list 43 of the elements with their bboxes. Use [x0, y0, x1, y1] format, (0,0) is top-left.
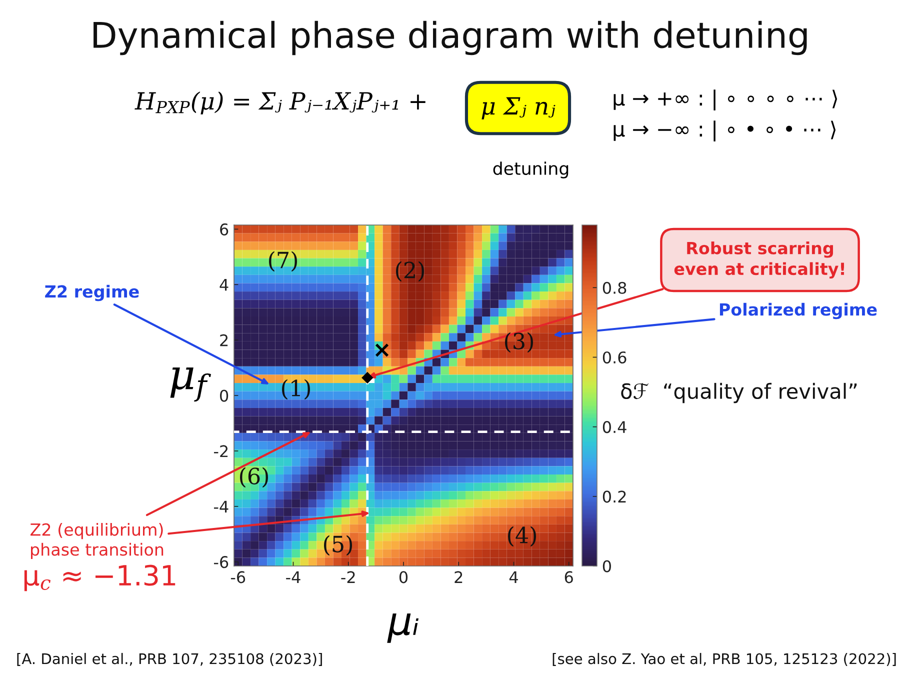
color-bar-label: 0.6 — [602, 351, 626, 364]
y-tick-label: -2 — [214, 445, 228, 458]
y-tick-label: 4 — [220, 279, 228, 291]
text: μ → −∞ : | ∘ • ∘ • ⋯ ⟩ — [614, 120, 836, 142]
text: Robust scarring even at criticality! — [674, 242, 844, 278]
text: [see also Z. Yao et al, PRB 105, 125123 (2022)] — [552, 652, 896, 666]
y-tick-label: -4 — [214, 500, 228, 512]
text: H$_{PXP}$(μ) = Σⱼ Pⱼ₋₁XⱼPⱼ₊₁ + — [134, 92, 426, 114]
y-tick-label: 0 — [220, 390, 228, 402]
color-bar-label: 0.2 — [602, 490, 626, 503]
annotation: ◆ — [362, 372, 374, 384]
color-bar-label: 0.4 — [602, 421, 626, 434]
y-tick-label: 6 — [220, 223, 228, 236]
x-axis-title: μᵢ — [387, 613, 419, 643]
annotation: (7) — [269, 251, 297, 272]
y-tick-label: 2 — [220, 334, 228, 346]
annotation: (3) — [505, 332, 533, 353]
annotation: (4) — [508, 526, 536, 547]
x-tick-label: 4 — [509, 571, 518, 583]
text: Polarized regime — [720, 302, 877, 320]
x-tick-label: 0 — [399, 571, 408, 584]
color-bar-title: δℱ “quality of revival” — [621, 382, 857, 404]
text: Z2 (equilibrium) phase transition — [30, 522, 164, 560]
text: detuning — [493, 162, 568, 178]
chart-title: Dynamical phase diagram with detuning — [94, 20, 807, 56]
x-tick-label: -4 — [286, 571, 300, 583]
text: μ → +∞ : | ∘ ∘ ∘ ∘ ⋯ ⟩ — [614, 90, 838, 110]
x-tick-label: -2 — [341, 571, 355, 583]
text: μ$_{c}$ ≈ −1.31 — [24, 564, 176, 592]
annotation: (6) — [240, 467, 268, 488]
x-tick-label: -6 — [230, 571, 246, 584]
annotation: (2) — [396, 261, 424, 282]
color-bar-label: 0 — [602, 560, 611, 572]
annotation: (1) — [282, 379, 310, 400]
text: [A. Daniel et al., PRB 107, 235108 (2023)] — [17, 652, 322, 666]
text: Z2 regime — [45, 284, 139, 302]
text: μ Σⱼ nⱼ — [482, 97, 556, 120]
x-tick-label: 6 — [564, 571, 573, 584]
annotation: (5) — [324, 535, 352, 556]
y-axis-title: μ$_{f}$ — [170, 367, 212, 402]
y-tick-label: -6 — [214, 556, 228, 568]
x-tick-label: 2 — [454, 571, 462, 583]
color-bar-label: 0.8 — [602, 282, 626, 294]
